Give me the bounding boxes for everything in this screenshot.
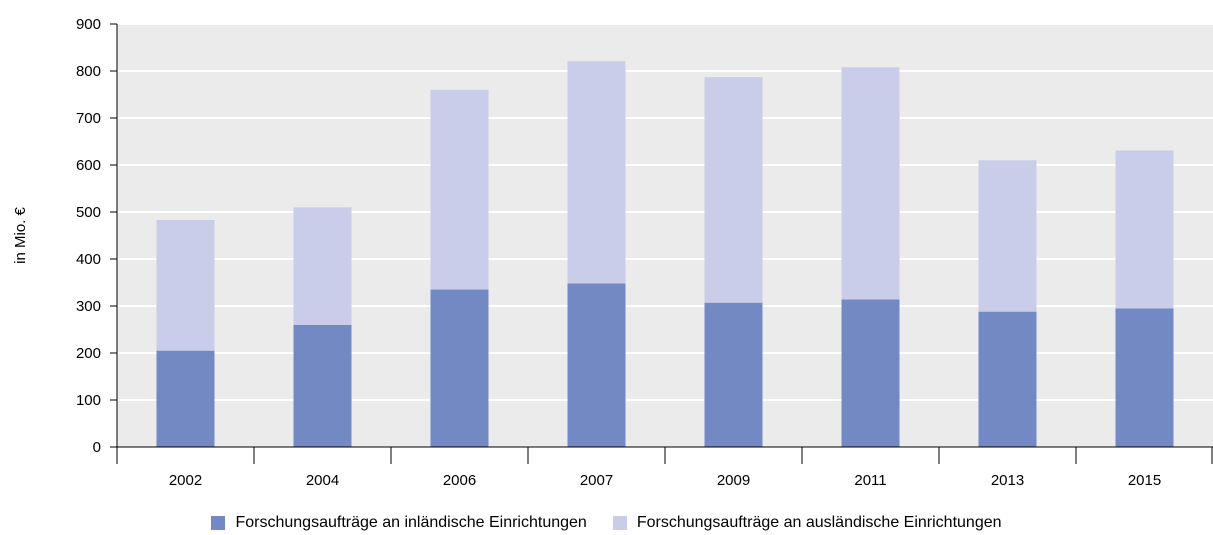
x-tick-label: 2004 (306, 472, 339, 489)
bar-foreign-2007 (567, 61, 626, 284)
bar-foreign-2015 (1115, 150, 1174, 309)
bar-foreign-2013 (978, 160, 1037, 312)
bar-domestic-2007 (567, 283, 626, 447)
legend: Forschungsaufträge an inländische Einric… (0, 511, 1213, 535)
y-tick-labels: 0 100 200 300 400 500 600 700 800 900 (76, 16, 101, 456)
y-tick-label: 100 (76, 392, 101, 409)
legend-label-domestic: Forschungsaufträge an inländische Einric… (235, 514, 587, 531)
y-tick-label: 300 (76, 298, 101, 315)
x-tick-label: 2015 (1128, 472, 1161, 489)
bar-foreign-2002 (156, 219, 215, 351)
bar-domestic-2009 (704, 302, 763, 447)
bar-foreign-2004 (293, 207, 352, 325)
axes (110, 23, 1213, 464)
x-tick-label: 2002 (169, 472, 202, 489)
x-tick-label: 2011 (854, 472, 886, 489)
y-tick-label: 600 (76, 157, 101, 174)
bar-domestic-2004 (293, 324, 352, 447)
bar-foreign-2006 (430, 89, 489, 290)
x-tick-label: 2013 (991, 472, 1024, 489)
y-axis-label: in Mio. € (12, 207, 29, 264)
y-tick-label: 0 (93, 439, 101, 456)
bars (156, 61, 1174, 447)
y-tick-label: 500 (76, 204, 101, 221)
plot-area (117, 24, 1213, 447)
bar-domestic-2013 (978, 311, 1037, 447)
x-tick-labels: 2002 2004 2006 2007 2009 2011 2013 2015 (169, 472, 1161, 489)
bar-domestic-2002 (156, 350, 215, 447)
x-tick-label: 2006 (443, 472, 476, 489)
legend-swatch-domestic (211, 516, 226, 530)
bar-domestic-2006 (430, 289, 489, 447)
bar-foreign-2011 (841, 67, 900, 300)
legend-item-domestic: Forschungsaufträge an inländische Einric… (211, 514, 587, 532)
legend-swatch-foreign (612, 516, 627, 530)
legend-item-foreign: Forschungsaufträge an ausländische Einri… (612, 514, 1002, 532)
y-tick-label: 900 (76, 16, 101, 33)
y-tick-label: 400 (76, 251, 101, 268)
bar-foreign-2009 (704, 77, 763, 303)
y-tick-label: 700 (76, 110, 101, 127)
y-tick-label: 200 (76, 345, 101, 362)
x-tick-label: 2009 (717, 472, 750, 489)
bar-domestic-2011 (841, 299, 900, 447)
bar-domestic-2015 (1115, 308, 1174, 447)
legend-label-foreign: Forschungsaufträge an ausländische Einri… (636, 514, 1002, 531)
x-tick-label: 2007 (580, 472, 613, 489)
y-tick-label: 800 (76, 63, 101, 80)
